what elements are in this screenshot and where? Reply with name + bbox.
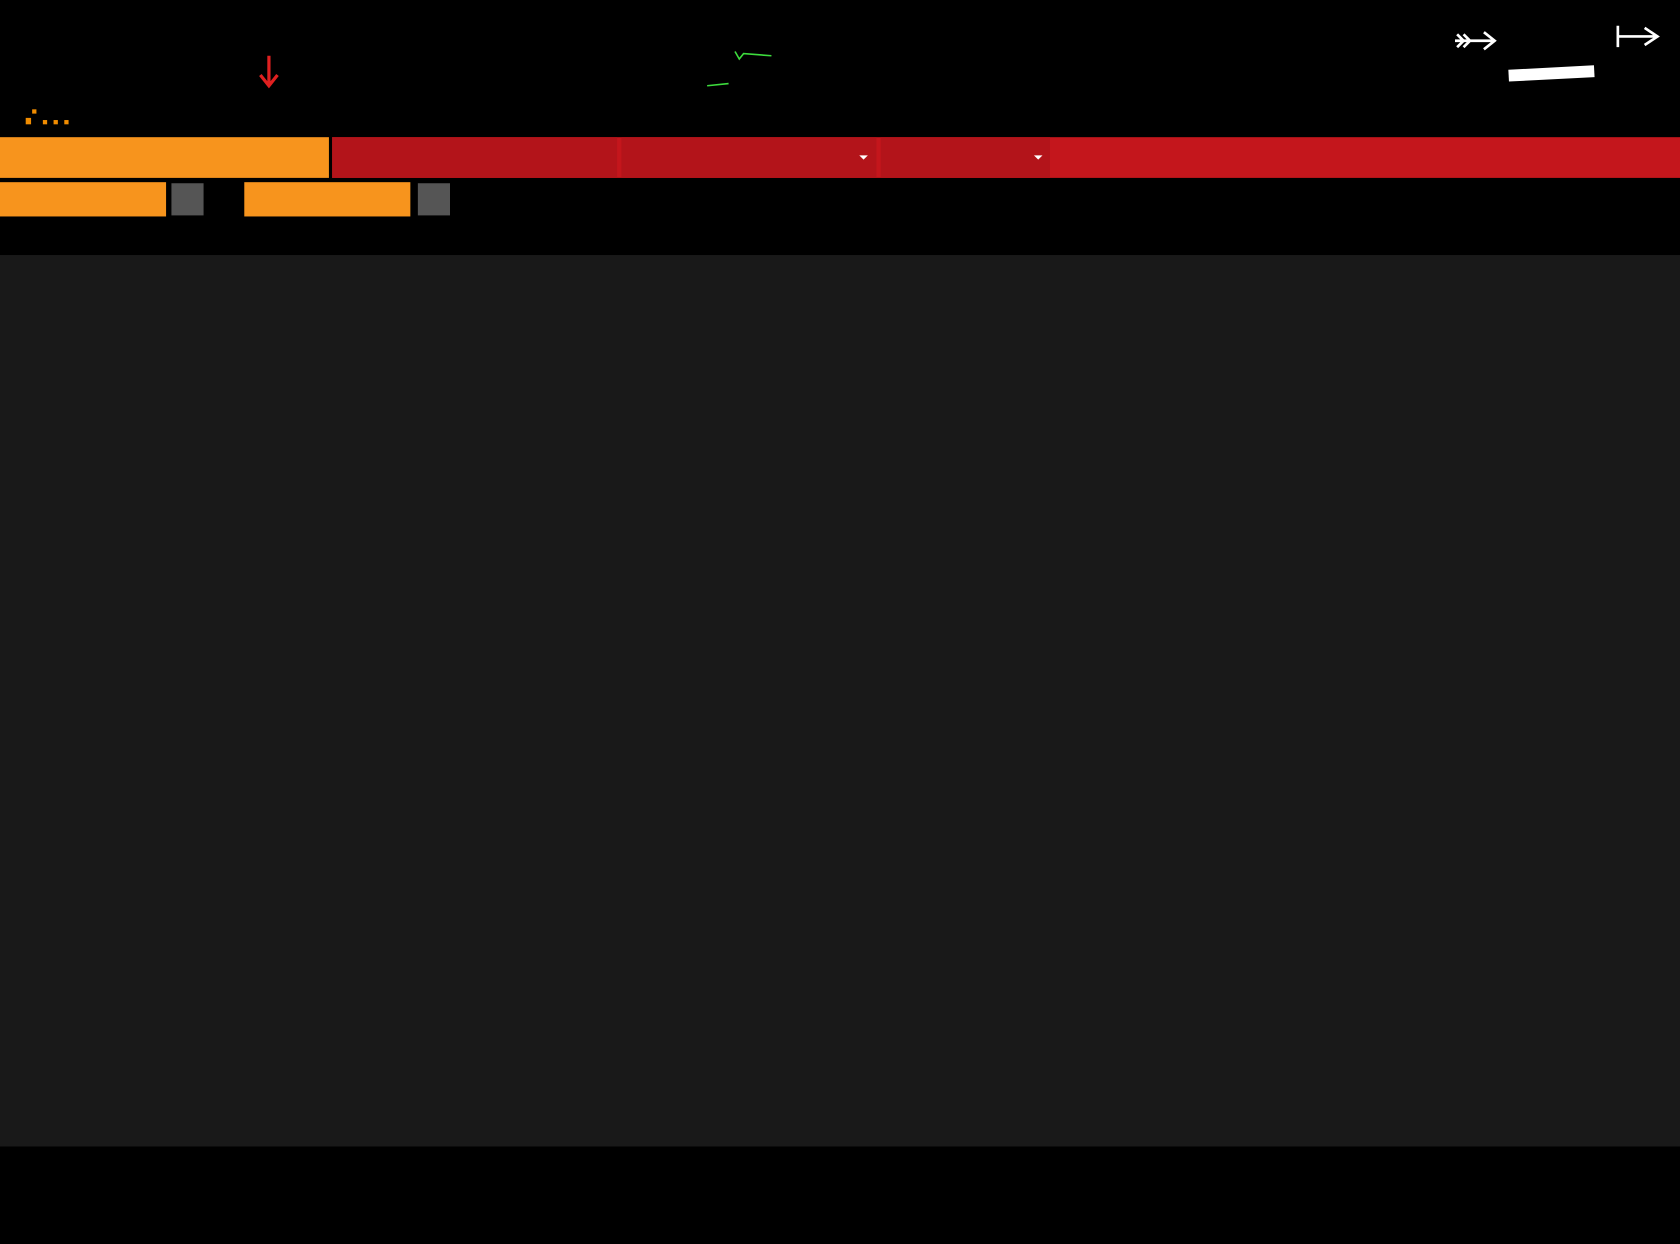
calendar-icon[interactable] xyxy=(417,183,450,216)
plot-background xyxy=(0,255,1680,1147)
actions-button[interactable] xyxy=(621,137,877,178)
edit-button[interactable] xyxy=(880,137,1050,178)
compare-button[interactable] xyxy=(332,137,618,178)
down-arrow xyxy=(259,55,279,89)
end-date-box[interactable] xyxy=(244,182,411,217)
logo-arrows xyxy=(1455,25,1660,51)
logo-ribbon xyxy=(1508,65,1595,82)
start-date-box[interactable] xyxy=(0,182,167,217)
sparkline xyxy=(707,51,772,87)
security-box[interactable] xyxy=(0,137,329,178)
calendar-icon[interactable] xyxy=(171,183,204,216)
activity-icon xyxy=(25,109,69,125)
